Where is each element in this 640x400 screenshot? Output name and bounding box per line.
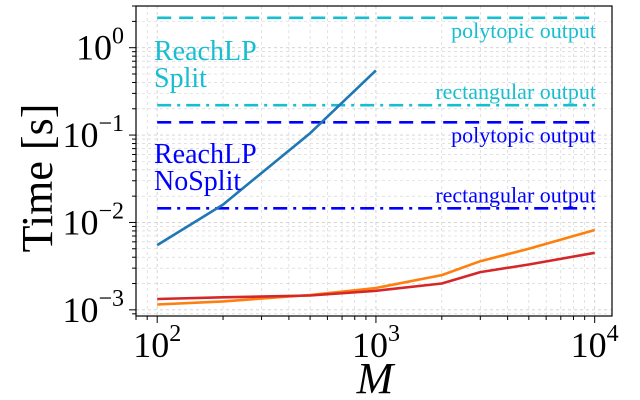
x-tick-label-base: 10 [352,325,388,365]
reference-line-label: polytopic output [451,18,596,43]
series-lines [156,69,596,306]
x-tick-label: 104 [571,321,619,365]
x-tick-label-exponent: 2 [169,321,181,347]
y-tick-label-base: 10 [62,115,98,155]
split-group-label-line: ReachLP [154,36,257,67]
y-tick-label: 100 [76,24,124,68]
nosplit-group-label-line: NoSplit [154,166,241,197]
x-tick-label-exponent: 3 [388,321,400,347]
y-axis-label: Time [s] [13,104,62,253]
x-tick-label: 102 [133,321,181,365]
x-axis-label: M [356,354,396,400]
y-tick-label: 10−3 [62,286,124,330]
y-tick-label-base: 10 [62,290,98,330]
y-tick-label-exponent: 0 [112,24,124,50]
y-tick-label: 10−1 [62,111,124,155]
reference-lines [157,16,595,210]
series-line [157,251,595,301]
x-tick-label-base: 10 [571,325,607,365]
y-tick-label: 10−2 [62,198,124,242]
y-tick-label-exponent: −2 [98,198,124,224]
series-line [156,69,377,247]
y-tick-label-base: 10 [76,28,112,68]
x-tick-label-base: 10 [133,325,169,365]
nosplit-group-label: ReachLP NoSplit [154,139,257,197]
split-group-label-line: Split [154,63,207,94]
reference-line-label: polytopic output [451,122,596,147]
ticks [129,5,596,323]
y-tick-label-base: 10 [62,202,98,242]
x-tick-label: 103 [352,321,400,365]
split-group-label: ReachLP Split [154,36,257,94]
reference-line-label: rectangular output [435,79,596,104]
nosplit-group-label-line: ReachLP [154,139,257,170]
series-line [157,228,596,306]
y-tick-label-exponent: −1 [98,111,124,137]
x-tick-label-exponent: 4 [607,321,619,347]
y-tick-label-exponent: −3 [98,286,124,312]
reference-line-label: rectangular output [435,182,596,207]
